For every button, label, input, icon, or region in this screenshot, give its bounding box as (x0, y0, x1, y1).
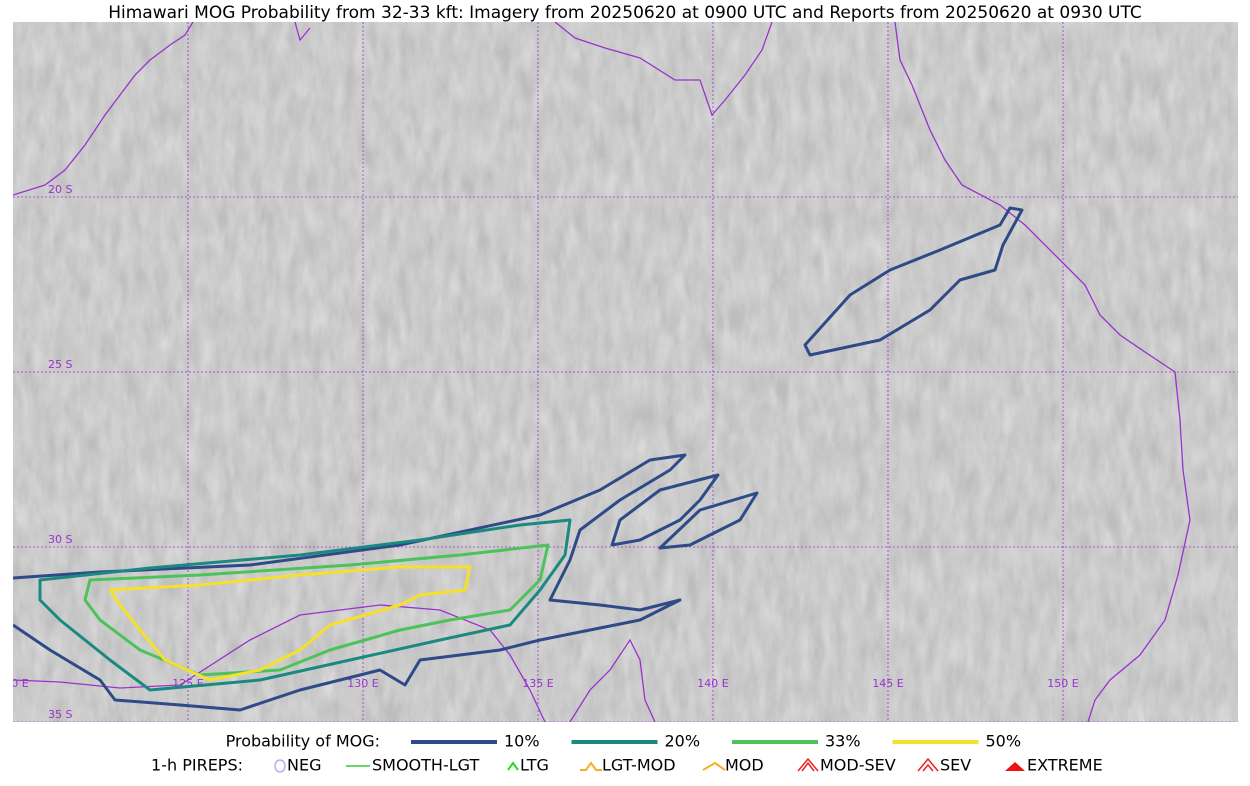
lon-label: 140 E (697, 677, 728, 690)
lat-label: 30 S (48, 533, 72, 546)
legend-label: EXTREME (1027, 756, 1103, 775)
contours (13, 206, 1024, 712)
pirep-icon (917, 757, 939, 772)
coastline (13, 604, 546, 722)
legend-label: MOD (725, 756, 764, 775)
coastline (554, 22, 773, 117)
lon-label: 120 E (0, 677, 29, 690)
lon-label: 130 E (347, 677, 378, 690)
lon-label: 145 E (872, 677, 903, 690)
legend-label: NEG (287, 756, 321, 775)
pirep-icon (797, 757, 819, 772)
coastline (13, 22, 194, 196)
title: Himawari MOG Probability from 32-33 kft:… (108, 3, 1142, 23)
legend-label: SEV (940, 756, 971, 775)
contour-10 (658, 491, 759, 550)
lat-label: 25 S (48, 358, 72, 371)
legend-label: 50% (986, 732, 1022, 751)
graticule: 120 E 125 E 130 E 135 E 140 E 145 E 150 E20 S2… (0, 22, 1238, 722)
contour-50 (108, 565, 472, 682)
coastline (894, 22, 1191, 722)
coastline (569, 638, 656, 722)
lat-label: 20 S (48, 183, 72, 196)
coastlines (13, 22, 1191, 722)
legend-label: SMOOTH-LGT (372, 756, 479, 775)
pirep-icon (1005, 762, 1025, 771)
legend-title: Probability of MOG: (226, 732, 380, 751)
legend-label: 33% (825, 732, 861, 751)
lon-label: 150 E (1047, 677, 1078, 690)
contour-10 (610, 473, 720, 547)
contour-33 (83, 543, 550, 677)
legend-label: LGT-MOD (602, 756, 676, 775)
pirep-icon (507, 761, 519, 771)
contour-10 (803, 206, 1024, 357)
pirep-icon (580, 761, 602, 771)
map: 120 E 125 E 130 E 135 E 140 E 145 E 150 E20 S2… (0, 22, 1238, 722)
legend-label: 20% (665, 732, 701, 751)
pirep-icon (274, 759, 286, 773)
legend-label: MOD-SEV (820, 756, 896, 775)
contour-10 (13, 453, 687, 712)
legend-label: LTG (520, 756, 549, 775)
coastline (294, 22, 311, 42)
legend-label: 10% (504, 732, 540, 751)
pirep-icon (702, 761, 726, 771)
legend: Probability of MOG: 1-h PIREPS: 10% 20% 33… (151, 732, 1103, 775)
lon-label: 135 E (522, 677, 553, 690)
legend-title: 1-h PIREPS: (151, 756, 243, 775)
contour-20 (38, 518, 572, 692)
lat-label: 35 S (48, 708, 72, 721)
